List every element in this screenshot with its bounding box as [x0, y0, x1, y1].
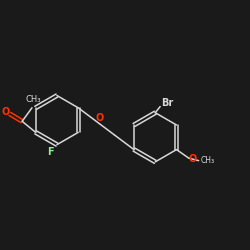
- Text: O: O: [1, 107, 10, 117]
- Text: F: F: [48, 146, 54, 156]
- Text: Br: Br: [162, 98, 174, 108]
- Text: CH₃: CH₃: [26, 95, 41, 104]
- Text: O: O: [188, 154, 197, 164]
- Text: O: O: [95, 113, 104, 123]
- Text: CH₃: CH₃: [201, 156, 215, 165]
